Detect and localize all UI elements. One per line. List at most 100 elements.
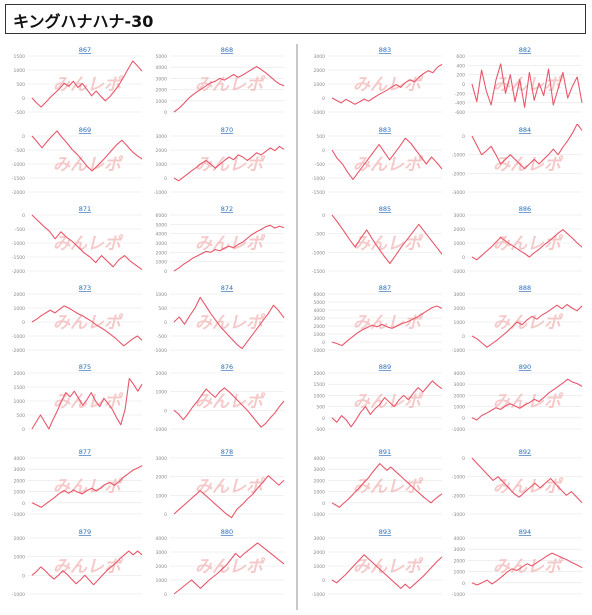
chart-title-link[interactable]: 869 — [79, 126, 91, 134]
chart-title-link[interactable]: 877 — [79, 448, 91, 456]
y-tick-label: 200 — [456, 73, 465, 79]
chart-title-link[interactable]: 890 — [519, 363, 531, 371]
chart-title-link[interactable]: 875 — [79, 363, 91, 371]
chart-title-link[interactable]: 870 — [221, 126, 233, 134]
chart-title-link[interactable]: 880 — [221, 528, 233, 536]
series-line — [173, 387, 285, 428]
series-line — [31, 550, 143, 586]
y-tick-label: 2000 — [156, 564, 168, 570]
chart-title-link[interactable]: 868 — [221, 46, 233, 54]
chart-887: 887 6000 5000 4000 3000 2000 1000 0 -1000 みんレポ — [312, 284, 443, 354]
y-tick-label: -1000 — [312, 512, 325, 518]
y-tick-label: -1000 — [154, 427, 167, 433]
series-line — [173, 145, 285, 182]
y-tick-label: -3000 — [452, 190, 465, 196]
chart-880: 880 4000 3000 2000 1000 0 みんレポ — [156, 528, 285, 598]
chart-883: 883 3000 2000 1000 0 -1000 みんレポ — [312, 46, 443, 116]
y-tick-label: 1000 — [156, 493, 168, 499]
y-tick-label: 1000 — [156, 390, 168, 396]
y-tick-label: 3000 — [454, 213, 466, 219]
chart-892: 892 0 -1000 -2000 -3000 みんレポ — [452, 448, 583, 518]
y-tick-label: 3000 — [314, 467, 326, 473]
y-tick-label: 1500 — [14, 54, 26, 60]
y-tick-label: 2000 — [156, 148, 168, 154]
y-tick-label: 1000 — [454, 570, 466, 576]
y-tick-label: 1000 — [314, 490, 326, 496]
watermark-logo: みんレポ — [353, 234, 424, 254]
y-tick-label: 6000 — [156, 213, 168, 219]
y-tick-label: -500 — [15, 148, 25, 154]
series-line — [331, 63, 443, 105]
chart-title-link[interactable]: 888 — [519, 284, 531, 292]
chart-title-link[interactable]: 876 — [221, 363, 233, 371]
chart-title-link[interactable]: 867 — [79, 46, 91, 54]
chart-872: 872 6000 5000 4000 3000 2000 1000 0 みんレポ — [156, 205, 285, 275]
y-tick-label: 400 — [456, 63, 465, 69]
y-tick-label: 1500 — [314, 382, 326, 388]
page-title: キングハナハナ-30 — [13, 12, 154, 31]
y-tick-label: 2000 — [314, 478, 326, 484]
y-tick-label: 0 — [462, 581, 465, 587]
y-tick-label: -1500 — [12, 255, 25, 261]
y-tick-label: -200 — [455, 91, 465, 97]
y-tick-label: 0 — [462, 456, 465, 462]
chart-title-link[interactable]: 884 — [519, 126, 531, 134]
y-tick-label: 6000 — [314, 292, 326, 298]
chart-title-link[interactable]: 887 — [379, 284, 391, 292]
y-tick-label: 500 — [16, 82, 25, 88]
y-tick-label: 0 — [164, 320, 167, 326]
chart-title-link[interactable]: 889 — [379, 363, 391, 371]
y-tick-label: 2000 — [14, 536, 26, 542]
chart-title-link[interactable]: 874 — [221, 284, 233, 292]
y-tick-label: -1000 — [312, 176, 325, 182]
y-tick-label: 1000 — [314, 332, 326, 338]
y-tick-label: 1000 — [156, 260, 168, 266]
chart-title-link[interactable]: 893 — [379, 528, 391, 536]
chart-title-link[interactable]: 872 — [221, 205, 233, 213]
y-tick-label: -1000 — [452, 427, 465, 433]
y-tick-label: 0 — [322, 96, 325, 102]
chart-title-link[interactable]: 885 — [379, 205, 391, 213]
chart-title-link[interactable]: 892 — [519, 448, 531, 456]
chart-title-link[interactable]: 883 — [379, 46, 391, 54]
chart-title-link[interactable]: 894 — [519, 528, 531, 536]
series-line — [31, 305, 143, 347]
y-tick-label: 0 — [164, 592, 167, 598]
watermark-logo: みんレポ — [195, 477, 266, 497]
y-tick-label: 0 — [22, 213, 25, 219]
y-tick-label: -1000 — [312, 592, 325, 598]
y-tick-label: 600 — [456, 54, 465, 60]
y-tick-label: -1500 — [12, 176, 25, 182]
chart-title-link[interactable]: 873 — [79, 284, 91, 292]
y-tick-label: 5000 — [156, 222, 168, 228]
chart-title-link[interactable]: 871 — [79, 205, 91, 213]
watermark-logo: みんレポ — [195, 313, 266, 333]
series-line — [331, 463, 443, 508]
y-tick-label: 0 — [322, 340, 325, 346]
series-line — [331, 137, 443, 180]
chart-title-link[interactable]: 882 — [519, 46, 531, 54]
chart-title-link[interactable]: 878 — [221, 448, 233, 456]
watermark-logo: みんレポ — [53, 234, 124, 254]
chart-title-link[interactable]: 879 — [79, 528, 91, 536]
watermark-logo: みんレポ — [53, 477, 124, 497]
y-tick-label: -2000 — [12, 190, 25, 196]
y-tick-label: -1500 — [312, 190, 325, 196]
series-line — [471, 303, 583, 348]
y-tick-label: 2000 — [454, 227, 466, 233]
y-tick-label: 1000 — [314, 393, 326, 399]
series-line — [173, 475, 285, 519]
column-divider — [296, 44, 298, 610]
y-tick-label: 5000 — [156, 54, 168, 60]
y-tick-label: 0 — [22, 134, 25, 140]
chart-title-link[interactable]: 886 — [519, 205, 531, 213]
watermark-logo: みんレポ — [353, 75, 424, 95]
chart-868: 868 5000 4000 3000 2000 1000 0 みんレポ — [156, 46, 285, 116]
chart-title-link[interactable]: 883 — [379, 126, 391, 134]
chart-title-link[interactable]: 891 — [379, 448, 391, 456]
y-tick-label: -400 — [455, 101, 465, 107]
watermark-logo: みんレポ — [493, 234, 564, 254]
watermark-logo: みんレポ — [493, 392, 564, 412]
y-tick-label: -600 — [455, 110, 465, 116]
